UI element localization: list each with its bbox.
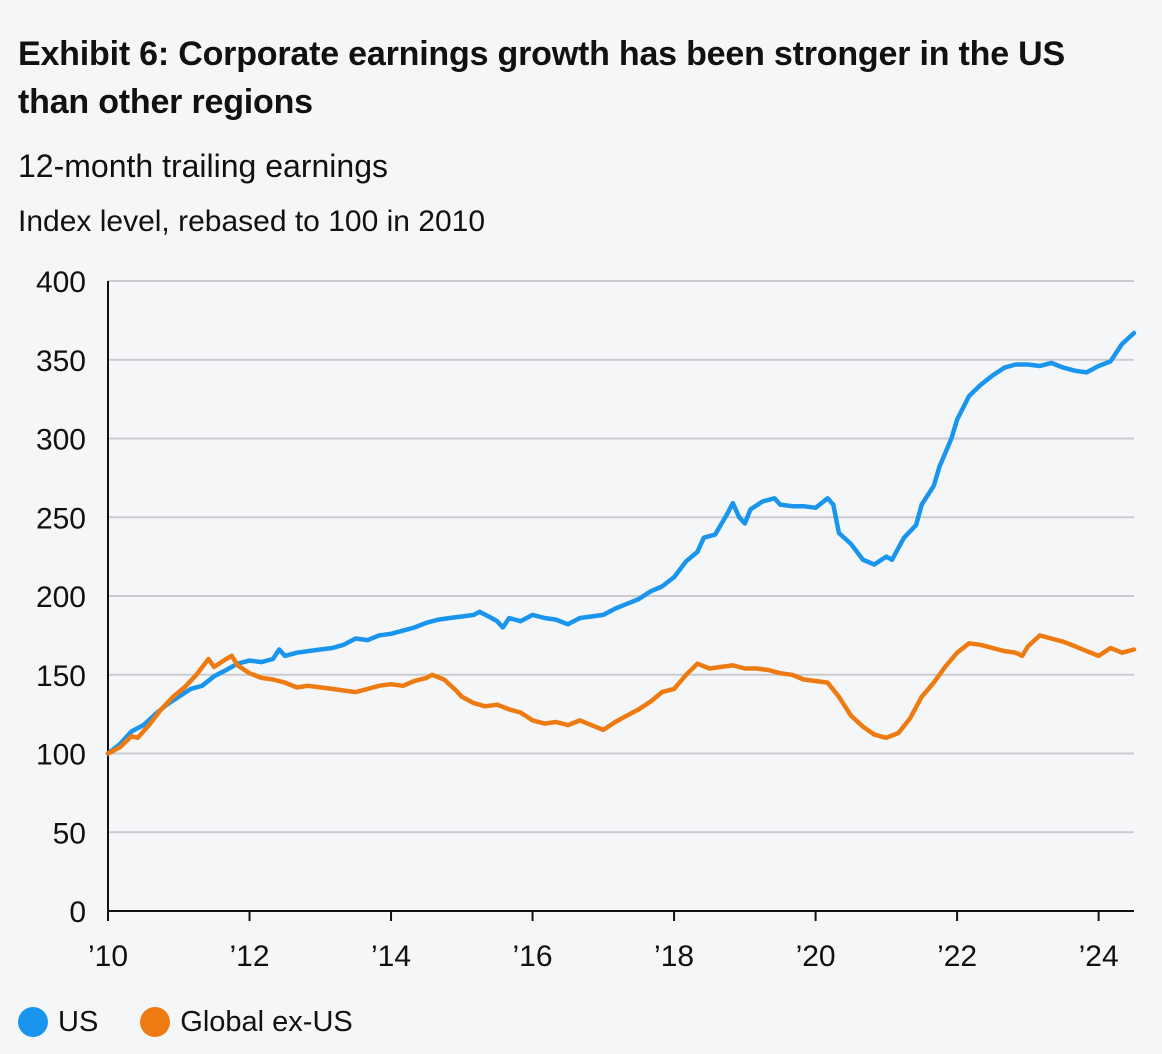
y-tick-label-150: 150 xyxy=(36,660,86,693)
x-tick-label-1: ’12 xyxy=(229,940,269,973)
series-line-us xyxy=(105,330,1137,756)
global-ex-us-dot-icon xyxy=(140,1007,171,1037)
chart-title: Exhibit 6: Corporate earnings growth has… xyxy=(18,35,1066,121)
y-tick-label-400: 400 xyxy=(36,266,86,299)
y-tick-label-250: 250 xyxy=(36,502,86,535)
legend-item-us: US xyxy=(18,1002,98,1042)
y-tick-label-350: 350 xyxy=(36,345,86,378)
legend-label-global-ex-us: Global ex-US xyxy=(180,1006,353,1038)
x-tick-label-6: ’22 xyxy=(937,940,977,973)
legend-item-global-ex-us: Global ex-US xyxy=(140,1002,353,1042)
line-chart: 0 50 100 150 200 250 300 350 400 ’10 ’12 ’14 ’16 ’18 ’… xyxy=(36,266,1137,973)
y-tick-label-300: 300 xyxy=(36,424,86,457)
x-tick-label-2: ’14 xyxy=(371,940,411,973)
x-tick-label-3: ’16 xyxy=(513,940,553,973)
x-tick-label-5: ’20 xyxy=(796,940,836,973)
legend-label-us: US xyxy=(58,1006,99,1038)
us-dot-icon xyxy=(18,1007,48,1037)
legend: US Global ex-US xyxy=(18,1002,395,1042)
y-tick-label-50: 50 xyxy=(53,817,86,850)
unit-note: Index level, rebased to 100 in 2010 xyxy=(18,205,486,238)
chart-subtitle: 12-month trailing earnings xyxy=(18,148,388,184)
x-tick-label-0: ’10 xyxy=(88,940,128,973)
y-tick-label-0: 0 xyxy=(69,896,86,929)
series-line-global-ex-us xyxy=(105,633,1137,756)
y-tick-label-200: 200 xyxy=(36,581,86,614)
x-tick-label-7: ’24 xyxy=(1079,940,1119,973)
x-tick-label-4: ’18 xyxy=(654,940,694,973)
y-tick-label-100: 100 xyxy=(36,739,86,772)
